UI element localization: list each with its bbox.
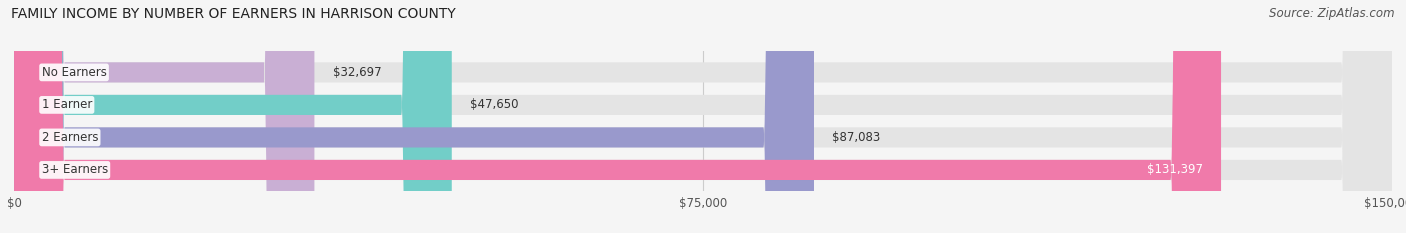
Text: FAMILY INCOME BY NUMBER OF EARNERS IN HARRISON COUNTY: FAMILY INCOME BY NUMBER OF EARNERS IN HA… [11,7,456,21]
FancyBboxPatch shape [14,0,1392,233]
Text: 3+ Earners: 3+ Earners [42,163,108,176]
Text: Source: ZipAtlas.com: Source: ZipAtlas.com [1270,7,1395,20]
FancyBboxPatch shape [14,0,451,233]
Text: $32,697: $32,697 [333,66,381,79]
FancyBboxPatch shape [14,0,315,233]
Text: No Earners: No Earners [42,66,107,79]
FancyBboxPatch shape [14,0,1392,233]
Text: $47,650: $47,650 [470,98,519,111]
FancyBboxPatch shape [14,0,1392,233]
Text: 1 Earner: 1 Earner [42,98,91,111]
FancyBboxPatch shape [14,0,814,233]
FancyBboxPatch shape [14,0,1220,233]
Text: $131,397: $131,397 [1147,163,1202,176]
Text: $87,083: $87,083 [832,131,880,144]
FancyBboxPatch shape [14,0,1392,233]
Text: 2 Earners: 2 Earners [42,131,98,144]
